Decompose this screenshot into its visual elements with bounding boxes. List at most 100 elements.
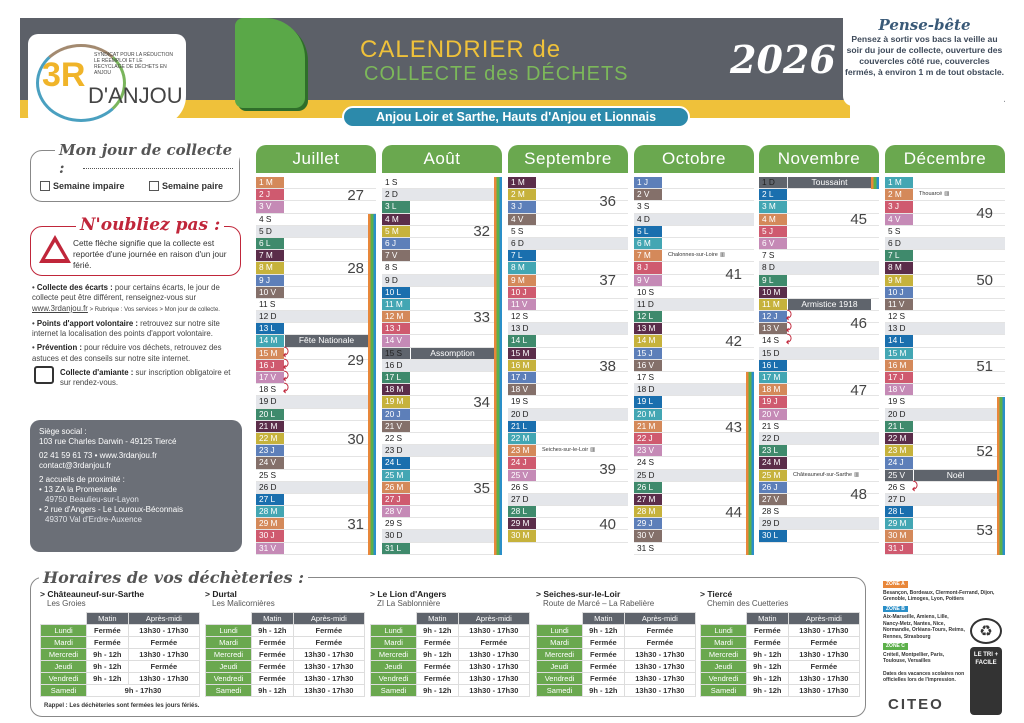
day-row: 31 V xyxy=(256,542,376,555)
day-cell: 10 L xyxy=(382,286,410,298)
day-row: 7 M xyxy=(256,250,376,263)
day-row: 8 S xyxy=(382,262,502,275)
hours-matin: Fermée xyxy=(416,672,459,685)
day-cell: 7 S xyxy=(762,250,775,261)
day-cell: 18 D xyxy=(637,384,655,395)
day-cell: 8 M xyxy=(256,262,284,274)
day-row: 8 J xyxy=(634,262,754,275)
col-apres-midi: Après-midi xyxy=(127,612,201,625)
day-row: 26 L xyxy=(634,481,754,494)
amiante-icon: ▥ xyxy=(719,252,726,259)
day-cell: 22 M xyxy=(885,432,913,445)
day-cell: 31 S xyxy=(637,542,655,553)
day-row: 6 V xyxy=(759,237,879,251)
day-row: 2 M Thouarcé ▥ xyxy=(885,189,1005,202)
day-row: 20 D xyxy=(508,408,628,421)
hours-apres-midi: 13h30 - 17h30 xyxy=(787,672,861,685)
oubliez-pas-box: N'oubliez pas : Cette flèche signifie qu… xyxy=(30,215,241,276)
website-link[interactable]: www.3rdanjou.fr xyxy=(32,303,88,313)
day-cell: 10 V xyxy=(256,286,284,298)
day-row: 14 M xyxy=(634,335,754,348)
checkbox-icon[interactable] xyxy=(40,181,50,191)
contact-phone-web: 02 41 59 61 73 • www.3rdanjou.fr xyxy=(39,451,157,460)
day-label: Samedi xyxy=(700,684,747,697)
day-cell: 28 M xyxy=(256,506,284,518)
day-cell: 13 L xyxy=(256,323,284,335)
day-cell: 14 V xyxy=(382,335,410,347)
day-row: 20 M xyxy=(634,408,754,421)
checkbox-icon[interactable] xyxy=(149,181,159,191)
hours-matin: 9h - 12h xyxy=(746,660,789,673)
day-cell: 6 L xyxy=(256,237,284,250)
day-row: 17 V ⤸ xyxy=(256,371,376,385)
decheterie-1: > Durtal Les Malicornières Matin Après-midi… xyxy=(205,589,366,697)
day-row: 19 S xyxy=(885,396,1005,409)
zones-legend: ZONE A Besançon, Bordeaux, Clermont-Ferra… xyxy=(883,578,1013,684)
day-row: 10 J xyxy=(508,286,628,299)
checkbox-semaine-paire[interactable]: Semaine paire xyxy=(149,181,223,192)
day-row: 15 D xyxy=(759,347,879,360)
day-cell: 20 L xyxy=(256,408,284,420)
day-row: 25 D xyxy=(634,469,754,482)
day-cell: 20 J xyxy=(382,408,410,420)
day-cell: 19 L xyxy=(634,396,662,408)
col-matin: Matin xyxy=(582,612,625,625)
day-cell: 23 M xyxy=(508,445,536,457)
day-row: 7 M Chalonnes-sur-Loire ▥ xyxy=(634,250,754,263)
day-cell: 12 M xyxy=(382,311,410,323)
day-label: Mardi xyxy=(536,636,583,649)
hours-table: Matin Après-midi Lundi 9h - 12h Fermée Mardi F… xyxy=(536,612,697,697)
day-cell: 10 J xyxy=(885,286,913,298)
day-row: 9 L xyxy=(759,274,879,287)
hours-matin: 9h - 12h xyxy=(582,624,625,637)
day-row: 5 S xyxy=(885,226,1005,238)
day-cell: 3 J xyxy=(885,201,913,213)
day-row: 22 M xyxy=(885,432,1005,446)
day-row: 17 J xyxy=(508,372,628,385)
day-label: Samedi xyxy=(205,684,252,697)
day-cell: 6 M xyxy=(634,237,662,250)
hours-matin: 9h - 12h xyxy=(86,660,129,673)
day-cell: 24 S xyxy=(637,457,655,468)
day-row: 22 S xyxy=(382,433,502,446)
day-row: 13 D xyxy=(508,323,628,336)
day-label: Mardi xyxy=(370,636,417,649)
decheteries-title: Horaires de vos déchèteries : xyxy=(39,568,308,587)
week-number: 39 xyxy=(599,461,616,479)
day-label: Vendredi xyxy=(700,672,747,685)
checkbox-semaine-impaire[interactable]: Semaine impaire xyxy=(40,181,125,192)
day-row: 23 J xyxy=(256,445,376,458)
day-label: Jeudi xyxy=(370,660,417,673)
day-label: Mardi xyxy=(40,636,87,649)
week-number: 36 xyxy=(599,192,616,210)
day-row: 21 S xyxy=(759,421,879,433)
day-label: Lundi xyxy=(205,624,252,637)
col-apres-midi: Après-midi xyxy=(292,612,366,625)
decheterie-name: > Châteauneuf-sur-Sarthe xyxy=(40,589,145,599)
week-number: 49 xyxy=(976,205,993,223)
day-row: 23 L xyxy=(759,445,879,458)
day-cell: 5 L xyxy=(634,225,662,237)
hours-matin: 9h - 12h xyxy=(86,672,129,685)
contact-email[interactable]: contact@3rdanjou.fr xyxy=(39,461,112,470)
week-number: 52 xyxy=(976,443,993,460)
day-row: 10 J xyxy=(885,286,1005,299)
day-row: 24 M xyxy=(759,457,879,470)
hours-apres-midi: Fermée xyxy=(127,636,201,649)
day-cell: 16 M xyxy=(885,359,913,371)
day-row: 27 V xyxy=(759,493,879,507)
amiante-note: Chalonnes-sur-Loire ▥ xyxy=(668,250,725,261)
day-row: 28 M xyxy=(634,506,754,519)
day-cell: 16 L xyxy=(759,359,787,371)
day-cell: 3 V xyxy=(256,201,284,213)
logo-3rdanjou: 3R SYNDICAT POUR LA RÉDUCTION LE RÉEMPLO… xyxy=(28,34,186,126)
day-cell: 2 L xyxy=(759,189,787,201)
day-cell: 23 M xyxy=(885,445,913,457)
oubliez-pas-text: Cette flèche signifie que la collecte es… xyxy=(73,238,227,270)
day-row: 4 M xyxy=(382,213,502,226)
week-number: 40 xyxy=(599,516,616,534)
day-cell: 23 L xyxy=(759,445,787,457)
jour-input-line[interactable] xyxy=(83,168,233,169)
day-row: 12 S xyxy=(508,311,628,324)
